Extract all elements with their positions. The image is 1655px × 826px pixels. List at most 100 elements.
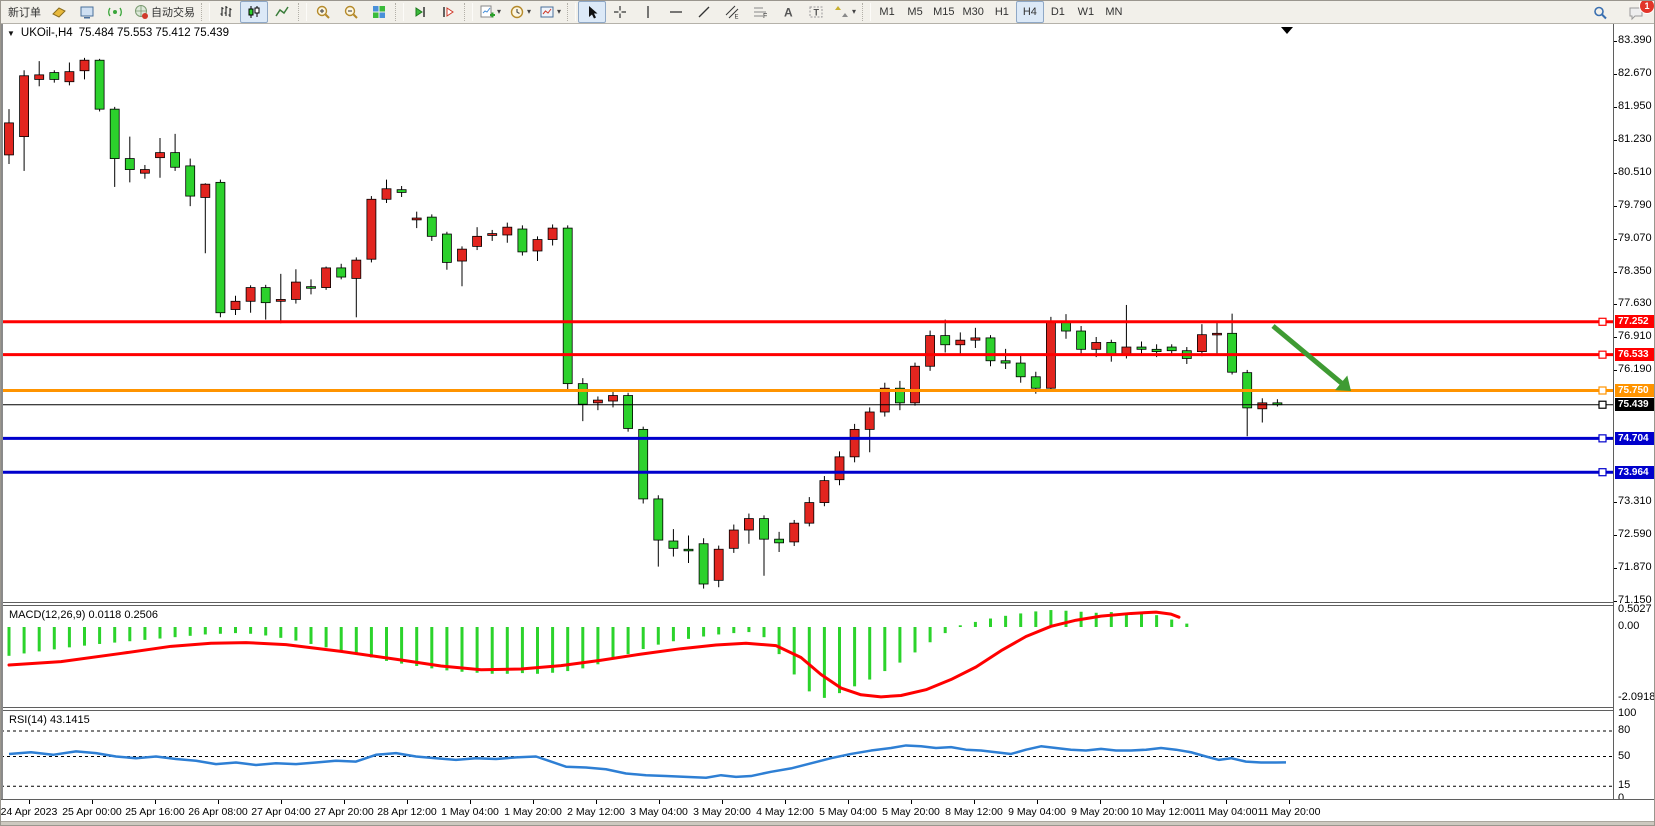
time-axis[interactable]: 24 Apr 2023 25 Apr 00:00 25 Apr 16:00 26 Ap…: [1, 799, 1654, 822]
bar-chart-button[interactable]: [212, 1, 240, 23]
line-handle[interactable]: [1598, 434, 1607, 443]
line-handle[interactable]: [1598, 317, 1607, 326]
candle: [124, 158, 135, 170]
macd-pane[interactable]: [1, 606, 1613, 707]
price-tick-label: 82.670: [1614, 66, 1652, 79]
svg-text:A: A: [784, 6, 793, 20]
chevron-down-icon: ▾: [527, 7, 532, 16]
time-label: 5 May 20:00: [882, 806, 940, 818]
candle: [1227, 332, 1237, 373]
time-tick: [785, 800, 786, 804]
textA-icon: A: [784, 6, 793, 20]
tf-h4-button[interactable]: H4: [1015, 1, 1044, 23]
trendline-button[interactable]: [690, 1, 718, 23]
time-label: 3 May 04:00: [630, 806, 688, 818]
line-handle[interactable]: [1598, 386, 1607, 395]
signal-icon[interactable]: [101, 1, 129, 23]
tf-mn-button[interactable]: MN: [1100, 1, 1128, 23]
zoom-in-button[interactable]: [309, 1, 337, 23]
scroll-to-end-marker[interactable]: [1281, 27, 1293, 34]
candle: [547, 227, 558, 240]
scale-border: [1613, 24, 1614, 799]
price-tick-label: 79.070: [1614, 231, 1652, 244]
candlestick-button[interactable]: [240, 1, 268, 23]
zoom-out-button[interactable]: [337, 1, 365, 23]
horizontal-line-button[interactable]: [662, 1, 690, 23]
line-handle[interactable]: [1598, 350, 1607, 359]
candle: [19, 75, 30, 138]
time-tick: [1289, 800, 1290, 804]
rsi-scale-label: 0: [1618, 792, 1625, 804]
tf-m5-button[interactable]: M5: [901, 1, 929, 23]
price-tick-label: 73.310: [1614, 495, 1652, 508]
time-tick: [974, 800, 975, 804]
candle: [562, 227, 573, 385]
crosshair-button[interactable]: [606, 1, 634, 23]
line-handle[interactable]: [1598, 468, 1607, 477]
chart-window[interactable]: ▼ UKOil-,H4 75.484 75.553 75.412 75.439 …: [1, 24, 1654, 825]
line-handle[interactable]: [1598, 400, 1607, 409]
time-tick: [1100, 800, 1101, 804]
candle: [925, 335, 935, 367]
tf-m15-button[interactable]: M15: [929, 1, 958, 23]
cursor-button[interactable]: [578, 1, 607, 23]
price-scale[interactable]: 83.390 82.670 81.950 81.230 80.510 79.790 79.0…: [1614, 24, 1654, 821]
order-ticket-icon[interactable]: [45, 1, 73, 23]
pane-divider[interactable]: [1, 707, 1614, 711]
candles-icon: [248, 6, 260, 18]
auto-trading-button[interactable]: 自动交易: [129, 1, 199, 23]
templates-button[interactable]: ▾: [535, 1, 565, 23]
candle: [759, 518, 769, 540]
arrows-button[interactable]: ▾: [830, 1, 860, 23]
tf-w1-button[interactable]: W1: [1072, 1, 1100, 23]
time-label: 2 May 12:00: [567, 806, 625, 818]
tf-h4-button-label: H4: [1022, 6, 1037, 18]
candle: [49, 72, 60, 80]
tf-m15-button-label: M15: [933, 6, 955, 18]
chart-symbol-title: ▼ UKOil-,H4 75.484 75.553 75.412 75.439: [7, 27, 229, 39]
candle: [426, 216, 437, 237]
line-chart-button[interactable]: [268, 1, 296, 23]
candle: [864, 411, 875, 430]
new-order-button[interactable]: 新订单: [4, 1, 45, 23]
tile-windows-button[interactable]: [365, 1, 393, 23]
text-label-button[interactable]: T: [802, 1, 830, 23]
periods-button[interactable]: ▾: [505, 1, 535, 23]
one-click-trading-caret-icon[interactable]: ▼: [7, 28, 15, 38]
fibonacci-button[interactable]: F: [746, 1, 774, 23]
candle: [321, 267, 332, 288]
rsi-scale-label: 100: [1618, 707, 1637, 719]
candle: [955, 339, 966, 346]
tf-h1-button[interactable]: H1: [988, 1, 1016, 23]
chevron-down-icon: ▾: [497, 7, 502, 16]
equidistant-channel-button[interactable]: E: [718, 1, 746, 23]
vertical-line-button[interactable]: [634, 1, 662, 23]
rsi-scale-label: 15: [1618, 779, 1631, 792]
new-chart-button[interactable]: ▾: [475, 1, 505, 23]
auto-scroll-button[interactable]: [406, 1, 434, 23]
candle: [728, 529, 739, 549]
text-button[interactable]: A: [774, 1, 802, 23]
candle: [109, 108, 120, 159]
chevron-down-icon: ▾: [852, 7, 857, 16]
tile-icon: [373, 6, 385, 18]
time-label: 27 Apr 20:00: [314, 806, 374, 818]
candle: [1121, 346, 1132, 355]
candle: [411, 217, 422, 221]
search-button[interactable]: [1586, 2, 1614, 24]
tf-d1-button[interactable]: D1: [1044, 1, 1072, 23]
hline-icon: [670, 11, 683, 13]
terminal-icon[interactable]: [73, 1, 101, 23]
candle: [396, 189, 407, 193]
toolbar-separator: [298, 3, 307, 21]
trend-arrow-annotation[interactable]: [1271, 324, 1347, 388]
rsi-pane[interactable]: [1, 711, 1613, 799]
price-tick-label: 81.230: [1614, 132, 1652, 145]
time-tick: [92, 800, 93, 804]
chart-shift-button[interactable]: [434, 1, 462, 23]
tf-m1-button[interactable]: M1: [873, 1, 901, 23]
tf-m30-button[interactable]: M30: [958, 1, 987, 23]
price-pane[interactable]: [1, 24, 1613, 602]
pane-divider[interactable]: [1, 602, 1614, 606]
chat-button[interactable]: 1: [1622, 1, 1654, 24]
